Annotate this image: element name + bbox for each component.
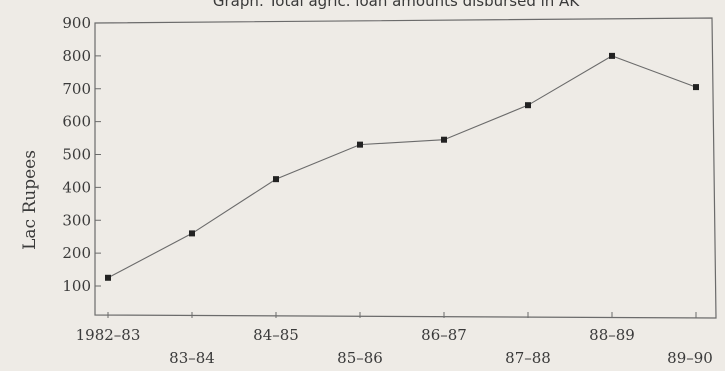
data-point-marker	[693, 84, 699, 91]
data-markers	[105, 52, 699, 281]
y-tick-label: 800	[62, 47, 91, 65]
series-line	[107, 55, 697, 279]
x-tick-label: 1982–83	[76, 326, 141, 344]
y-tick-label: 200	[62, 244, 91, 262]
chart-title: Graph: Total agric. loan amounts disburs…	[213, 0, 580, 10]
data-point-marker	[609, 52, 615, 59]
x-tick-label: 86–87	[421, 326, 467, 344]
x-tick-label: 84–85	[253, 326, 299, 344]
data-point-marker	[273, 176, 279, 183]
y-axis-ticks: 100 200 300 400 500 600 700 800 900	[62, 14, 101, 295]
data-point-marker	[441, 136, 447, 143]
x-tick-label: 88–89	[589, 326, 635, 344]
x-tick-label: 83–84	[169, 349, 215, 367]
plot-frame	[94, 17, 717, 319]
y-tick-label: 300	[62, 211, 91, 229]
x-axis-ticks: 1982–83 83–84 84–85 85–86 86–87 87–88 88–89 89–…	[76, 312, 713, 367]
y-tick-label: 100	[62, 277, 91, 295]
y-axis-title: Lac Rupees	[20, 150, 40, 250]
data-point-marker	[525, 102, 531, 109]
data-point-marker	[189, 230, 195, 237]
y-tick-label: 400	[62, 178, 91, 196]
y-tick-label: 900	[62, 14, 91, 32]
data-point-marker	[105, 274, 111, 281]
x-tick-label: 85–86	[337, 349, 383, 367]
x-tick-label: 87–88	[505, 349, 551, 367]
data-point-marker	[357, 141, 363, 148]
y-tick-label: 500	[62, 146, 91, 164]
y-tick-label: 600	[62, 113, 91, 131]
x-tick-label: 89–90	[667, 349, 713, 367]
y-tick-label: 700	[62, 80, 91, 98]
